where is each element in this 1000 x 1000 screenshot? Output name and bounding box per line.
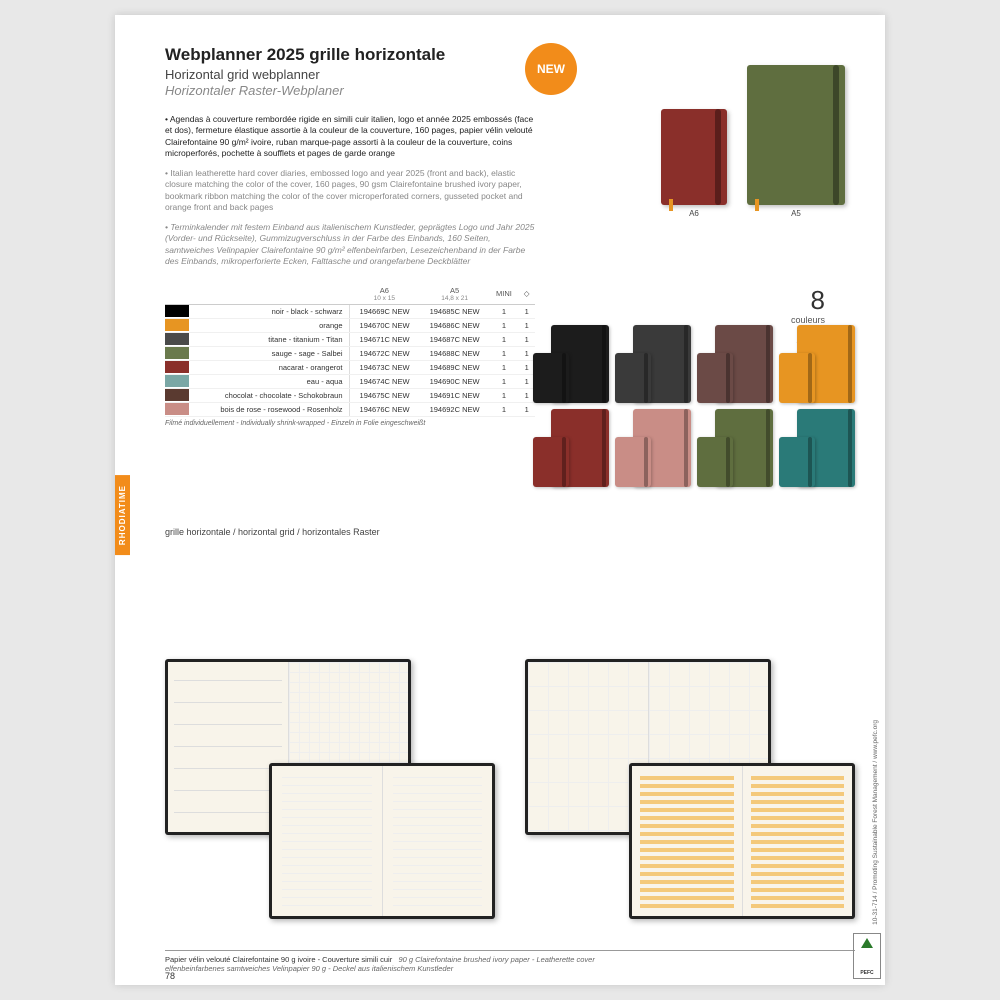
pefc-logo: PEFC: [853, 933, 881, 979]
table-footnote: Filmé individuellement - Individually sh…: [165, 420, 535, 427]
color-swatch: [533, 325, 609, 403]
catalog-page: Webplanner 2025 grille horizontale Horiz…: [115, 15, 885, 985]
table-row: bois de rose - rosewood - Rosenholz19467…: [165, 402, 535, 416]
new-badge: NEW: [525, 43, 577, 95]
table-row: chocolat - chocolate - Schokobraun194675…: [165, 388, 535, 402]
color-swatch: [533, 409, 609, 487]
spread-year: [629, 763, 855, 919]
swatch-grid: [533, 325, 855, 487]
color-swatch: [697, 409, 773, 487]
sku-table-wrap: A610 x 15 A514,8 x 21 MINI ◇ noir - blac…: [165, 284, 535, 427]
title-fr: Webplanner 2025 grille horizontale: [165, 45, 855, 65]
color-swatch: [779, 409, 855, 487]
page-number: 78: [165, 971, 175, 981]
color-swatch: [697, 325, 773, 403]
hero-a6: A6: [661, 109, 727, 218]
table-row: noir - black - schwarz194669C NEW194685C…: [165, 304, 535, 318]
pefc-sidetext: 10-31-714 / Promoting Sustainable Forest…: [872, 720, 879, 925]
side-tab: RHODIATIME: [115, 475, 130, 555]
hero-a5: A5: [747, 65, 845, 218]
table-row: nacarat - orangerot194673C NEW194689C NE…: [165, 360, 535, 374]
page-footer: Papier vélin velouté Clairefontaine 90 g…: [165, 950, 855, 973]
table-row: orange194670C NEW194686C NEW11: [165, 318, 535, 332]
spread-previews: [165, 659, 855, 919]
intro-en: • Italian leatherette hard cover diaries…: [165, 168, 535, 214]
intro-de: • Terminkalender mit festem Einband aus …: [165, 222, 535, 268]
intro-fr: • Agendas à couverture rembordée rigide …: [165, 114, 535, 160]
table-row: sauge - sage - Salbei194672C NEW194688C …: [165, 346, 535, 360]
table-row: eau - aqua194674C NEW194690C NEW11: [165, 374, 535, 388]
hero-products: A6 A5: [661, 65, 845, 218]
spread-info: [269, 763, 495, 919]
color-swatch: [615, 409, 691, 487]
table-row: titane - titanium - Titan194671C NEW1946…: [165, 332, 535, 346]
color-swatch: [779, 325, 855, 403]
grid-caption: grille horizontale / horizontal grid / h…: [165, 527, 855, 537]
color-swatch: [615, 325, 691, 403]
sku-table: A610 x 15 A514,8 x 21 MINI ◇ noir - blac…: [165, 284, 535, 417]
intro-text: • Agendas à couverture rembordée rigide …: [165, 114, 535, 268]
